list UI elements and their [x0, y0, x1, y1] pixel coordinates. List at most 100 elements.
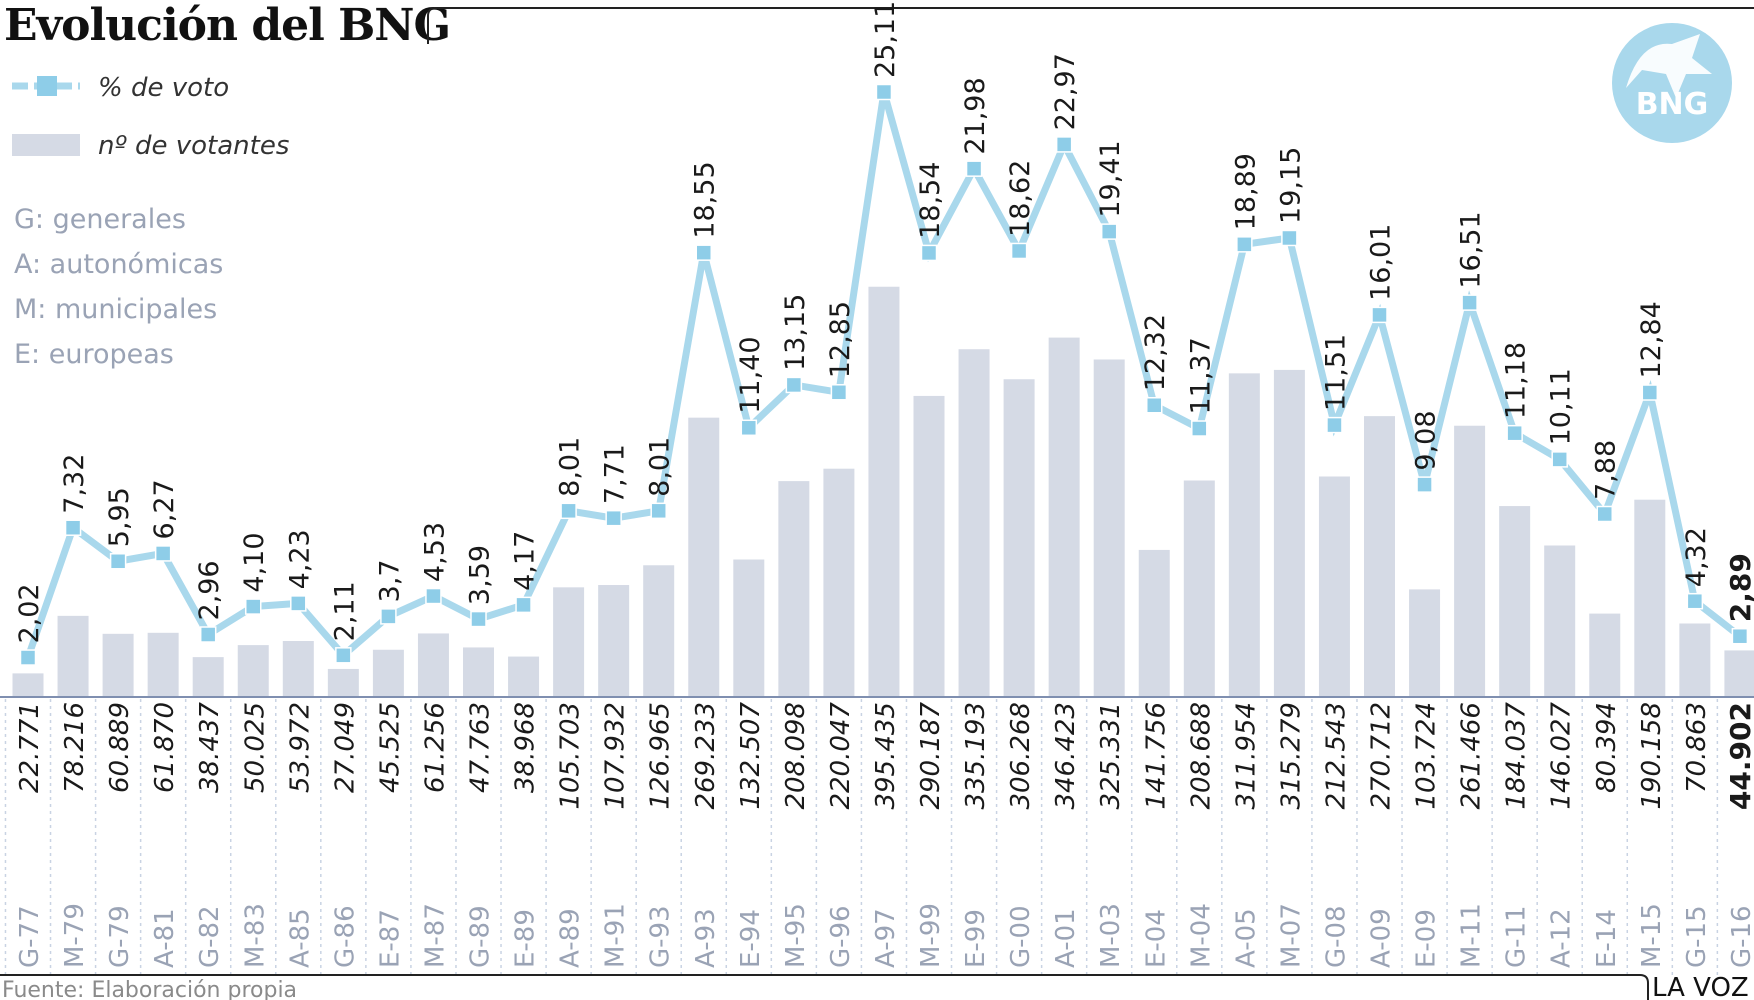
- votes-label-M-15: 190.158: [1637, 702, 1667, 810]
- category-label-A-01: A-01: [1051, 908, 1081, 968]
- votes-bar-M-91: [598, 585, 630, 697]
- pct-label-E-89: 4,17: [510, 531, 541, 591]
- pct-label-M-15: 12,84: [1636, 301, 1667, 378]
- votes-bar-M-03: [1093, 359, 1125, 697]
- pct-label-A-93: 18,55: [690, 161, 721, 238]
- pct-label-M-03: 19,41: [1095, 140, 1126, 217]
- legend: % de voto nº de votantes: [12, 73, 289, 161]
- category-label-M-11: M-11: [1457, 903, 1487, 968]
- pct-marker-E-09: [1416, 476, 1433, 493]
- pct-label-M-87: 4,53: [419, 522, 450, 582]
- votes-bar-G-96: [823, 468, 855, 697]
- category-label-A-97: A-97: [871, 908, 901, 968]
- votes-label-G-86: 27.049: [330, 702, 360, 793]
- pct-label-A-01: 22,97: [1050, 53, 1081, 130]
- votes-label-M-91: 107.932: [601, 702, 631, 810]
- pct-marker-E-04: [1146, 397, 1163, 414]
- votes-bar-E-14: [1589, 613, 1621, 697]
- pct-marker-A-09: [1371, 306, 1388, 324]
- votes-label-A-09: 270.712: [1367, 702, 1397, 810]
- pct-marker-M-91: [605, 509, 622, 527]
- pct-label-G-96: 12,85: [825, 301, 856, 378]
- pct-label-M-95: 13,15: [780, 294, 811, 371]
- pct-label-A-09: 16,01: [1366, 224, 1397, 301]
- votes-label-G-82: 38.437: [195, 702, 225, 793]
- votes-label-G-89: 47.763: [466, 702, 496, 793]
- votes-bar-E-09: [1409, 589, 1441, 697]
- votes-label-M-03: 325.331: [1096, 702, 1126, 810]
- pct-label-G-89: 3,59: [465, 545, 496, 605]
- footer-rule-corner: [1639, 974, 1649, 1000]
- abbreviations-key: G: generales A: autonómicas M: municipal…: [14, 204, 223, 370]
- votes-label-G-15: 70.863: [1682, 702, 1712, 793]
- abbr-europeas: E: europeas: [14, 339, 174, 370]
- votes-label-M-99: 290.187: [916, 702, 946, 810]
- pct-marker-E-89: [515, 596, 532, 614]
- category-labels-layer: G-77 M-79 G-79 A-81 G-82 M-83 A-85 G-86 E-87 M-87…: [15, 903, 1754, 968]
- category-label-A-12: A-12: [1547, 908, 1577, 968]
- legend-bar-swatch: [12, 134, 80, 156]
- legend-marker-swatch: [37, 76, 57, 96]
- category-label-M-99: M-99: [916, 903, 946, 968]
- category-label-G-86: G-86: [330, 905, 360, 968]
- pct-marker-E-99: [965, 160, 983, 177]
- brand-label: LA VOZ: [1652, 973, 1749, 1000]
- category-label-G-15: G-15: [1682, 905, 1712, 968]
- category-label-G-93: G-93: [646, 905, 676, 968]
- pct-label-M-07: 19,15: [1275, 147, 1306, 224]
- title-frame-line: [427, 7, 1754, 44]
- logo-text: BNG: [1636, 87, 1709, 122]
- votes-labels-layer: 22.771 78.216 60.889 61.870 38.437 50.025 53.9…: [15, 702, 1754, 811]
- pct-marker-G-15: [1686, 592, 1704, 610]
- pct-label-M-99: 18,54: [915, 162, 946, 239]
- pct-marker-E-14: [1596, 505, 1613, 523]
- votes-bar-M-79: [57, 615, 89, 697]
- legend-votes-label: nº de votantes: [98, 131, 289, 161]
- votes-label-G-08: 212.543: [1321, 702, 1351, 810]
- bars-layer: [12, 286, 1754, 697]
- pct-label-M-11: 16,51: [1456, 211, 1487, 288]
- pct-label-E-09: 9,08: [1411, 410, 1442, 470]
- votes-label-A-93: 269.233: [691, 702, 721, 810]
- votes-bar-A-09: [1364, 416, 1395, 697]
- pct-label-G-82: 2,96: [194, 560, 225, 620]
- votes-label-A-12: 146.027: [1547, 702, 1577, 810]
- pct-marker-G-77: [19, 649, 37, 666]
- category-label-M-91: M-91: [601, 903, 631, 968]
- category-label-E-04: E-04: [1141, 909, 1171, 968]
- pct-label-E-14: 7,88: [1591, 440, 1622, 500]
- pct-label-A-85: 4,23: [284, 529, 315, 589]
- abbr-municipales: M: municipales: [14, 294, 217, 325]
- pct-marker-G-08: [1326, 416, 1343, 434]
- category-label-M-83: M-83: [240, 903, 270, 968]
- category-label-G-16: G-16: [1727, 905, 1754, 968]
- pct-marker-A-12: [1551, 451, 1568, 468]
- votes-bar-M-15: [1634, 499, 1666, 697]
- pct-marker-G-00: [1010, 242, 1028, 260]
- pct-marker-A-81: [154, 545, 172, 562]
- votes-bar-M-83: [237, 645, 269, 697]
- votes-label-E-89: 38.968: [511, 702, 541, 793]
- category-label-E-94: E-94: [736, 909, 766, 968]
- votes-label-M-79: 78.216: [60, 702, 90, 793]
- pct-marker-A-93: [695, 244, 712, 261]
- category-label-A-81: A-81: [150, 908, 180, 968]
- pct-marker-G-79: [109, 553, 127, 570]
- pct-label-G-93: 8,01: [645, 437, 676, 497]
- votes-bar-E-94: [733, 559, 765, 697]
- votes-bar-A-93: [688, 417, 720, 697]
- pct-marker-M-07: [1281, 229, 1298, 247]
- pct-label-A-05: 18,89: [1230, 153, 1261, 230]
- pct-marker-M-87: [425, 587, 442, 605]
- category-label-G-82: G-82: [195, 905, 225, 968]
- category-label-G-08: G-08: [1321, 905, 1351, 968]
- pct-label-E-04: 12,32: [1140, 314, 1171, 391]
- votes-label-M-87: 61.256: [420, 702, 450, 793]
- votes-bar-G-82: [192, 657, 224, 697]
- pct-marker-A-89: [560, 502, 577, 520]
- star-icon: [1626, 34, 1712, 98]
- pct-label-G-11: 11,18: [1501, 342, 1532, 419]
- category-label-M-07: M-07: [1276, 903, 1306, 968]
- votes-label-A-97: 395.435: [871, 702, 901, 810]
